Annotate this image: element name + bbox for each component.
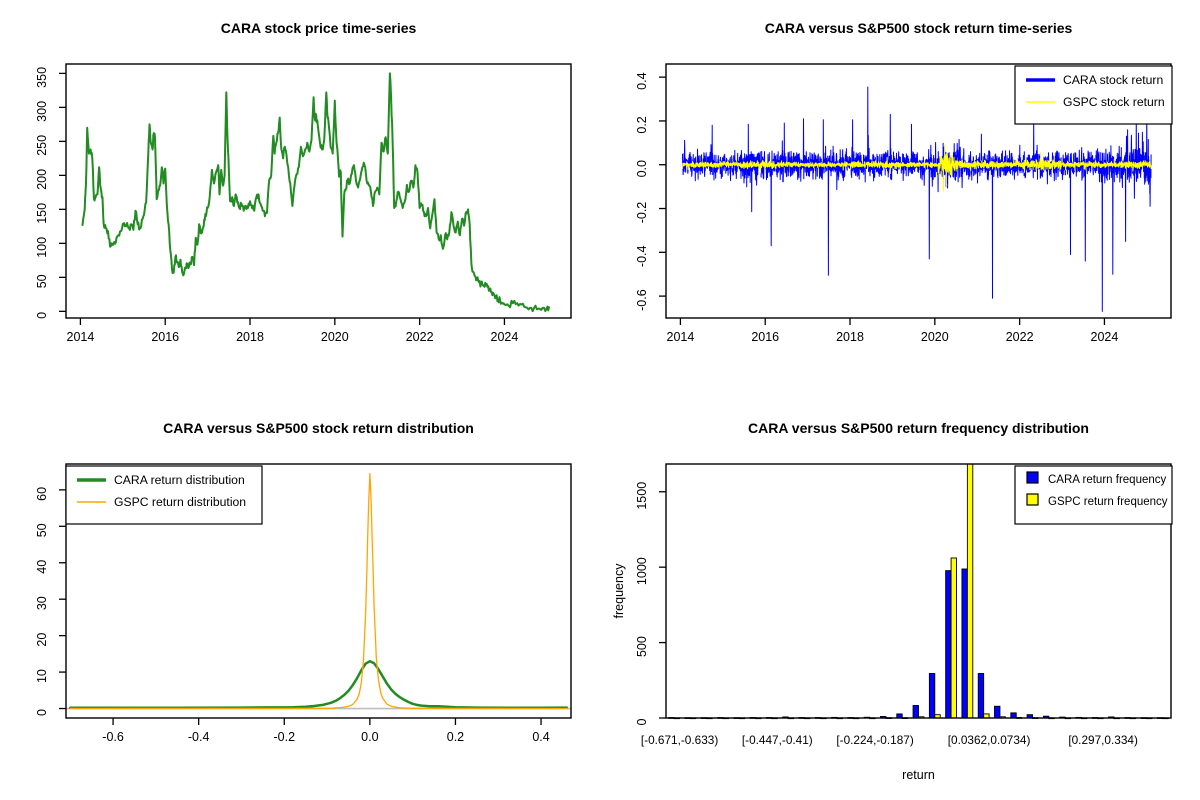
bar-cara-bin-18 — [961, 568, 968, 719]
bar-cara-bin-19 — [977, 673, 985, 719]
y-tick-label: 350 — [35, 67, 49, 88]
y-tick-label: 50 — [35, 274, 49, 288]
x-tick-label: 0.0 — [361, 730, 378, 744]
x-tick-label: 2018 — [836, 330, 864, 344]
panel-title: CARA versus S&P500 stock return time-ser… — [765, 20, 1073, 36]
x-tick-label: 2024 — [1091, 330, 1119, 344]
legend: CARA return frequency GSPC return frequen… — [1014, 465, 1173, 525]
return-time-series-panel: CARA versus S&P500 stock return time-ser… — [635, 20, 1173, 344]
y-tick-label: 40 — [35, 560, 49, 574]
bin-label: [0.297,0.334) — [1068, 733, 1138, 747]
legend-item-label: GSPC return frequency — [1048, 496, 1168, 508]
y-tick-label: 0 — [35, 709, 49, 716]
bar-cara-bin-20 — [994, 705, 1001, 719]
panel-title: CARA stock price time-series — [221, 20, 417, 36]
y-tick-label: 20 — [35, 633, 49, 647]
x-tick-label: -0.2 — [273, 730, 295, 744]
y-axis-label: frequency — [612, 563, 626, 619]
x-tick-label: 2022 — [1006, 330, 1034, 344]
bar-cara-bin-17 — [945, 570, 952, 719]
y-tick-label: 300 — [35, 101, 49, 122]
bar-cara-bin-15 — [912, 705, 919, 719]
y-tick-label: 0.4 — [635, 72, 649, 89]
x-tick-label: -0.4 — [188, 730, 210, 744]
x-tick-label: 2014 — [667, 330, 695, 344]
y-tick-label: 250 — [35, 135, 49, 156]
x-tick-label: 2020 — [321, 330, 349, 344]
y-tick-label: 1500 — [635, 482, 649, 510]
x-tick-label: 2020 — [921, 330, 949, 344]
legend-item-label: GSPC stock return — [1063, 95, 1165, 109]
y-tick-label: 0 — [635, 718, 649, 725]
y-tick-label: 100 — [35, 237, 49, 258]
x-tick-label: 2016 — [751, 330, 779, 344]
legend-item-label: CARA stock return — [1063, 73, 1163, 87]
x-tick-label: 2014 — [67, 330, 95, 344]
y-tick-label: 1000 — [635, 557, 649, 585]
x-tick-label: 2024 — [491, 330, 519, 344]
y-tick-label: 30 — [35, 596, 49, 610]
bar-gspc-bin-17 — [950, 557, 957, 719]
y-tick-label: 0.2 — [635, 116, 649, 133]
x-tick-label: -0.6 — [102, 730, 124, 744]
y-tick-label: -0.6 — [635, 289, 649, 311]
return-density-panel: CARA versus S&P500 stock return distribu… — [35, 420, 572, 744]
bin-label: [-0.224,-0.187) — [836, 733, 913, 747]
x-tick-label: 2016 — [151, 330, 179, 344]
bar-cara-bin-21 — [1010, 712, 1017, 719]
y-tick-label: 500 — [635, 636, 649, 657]
price-time-series-panel: CARA stock price time-series 2014 2016 2018… — [35, 20, 572, 344]
bin-label: [-0.447,-0.41) — [742, 733, 813, 747]
y-tick-label: 60 — [35, 487, 49, 501]
legend: CARA stock return GSPC stock return — [1014, 65, 1173, 125]
bar-cara-bin-16 — [928, 673, 936, 719]
x-tick-label: 0.4 — [532, 730, 549, 744]
bin-label: [0.0362,0.0734) — [948, 733, 1031, 747]
return-frequency-histogram-panel: CARA versus S&P500 return frequency dist… — [612, 420, 1173, 782]
legend-item-label: CARA return distribution — [114, 473, 245, 487]
panel-title: CARA versus S&P500 stock return distribu… — [163, 420, 474, 436]
y-tick-label: 200 — [35, 169, 49, 190]
y-tick-label: 10 — [35, 669, 49, 683]
y-tick-label: 150 — [35, 203, 49, 224]
x-axis-label: return — [902, 768, 935, 782]
x-tick-label: 2018 — [236, 330, 264, 344]
x-tick-label: 0.2 — [447, 730, 464, 744]
legend: CARA return distribution GSPC return dist… — [65, 465, 263, 525]
bin-label: [-0.671,-0.633) — [641, 733, 718, 747]
panel-title: CARA versus S&P500 return frequency dist… — [748, 420, 1089, 436]
bar-gspc-bin-18 — [966, 463, 974, 719]
x-tick-label: 2022 — [406, 330, 434, 344]
y-tick-label: -0.4 — [635, 245, 649, 267]
y-tick-label: 50 — [35, 523, 49, 537]
y-tick-label: 0.0 — [635, 160, 649, 177]
legend-item-label: GSPC return distribution — [114, 495, 246, 509]
y-tick-label: 0 — [35, 312, 49, 319]
y-tick-label: -0.2 — [635, 202, 649, 224]
legend-item-label: CARA return frequency — [1048, 474, 1167, 486]
